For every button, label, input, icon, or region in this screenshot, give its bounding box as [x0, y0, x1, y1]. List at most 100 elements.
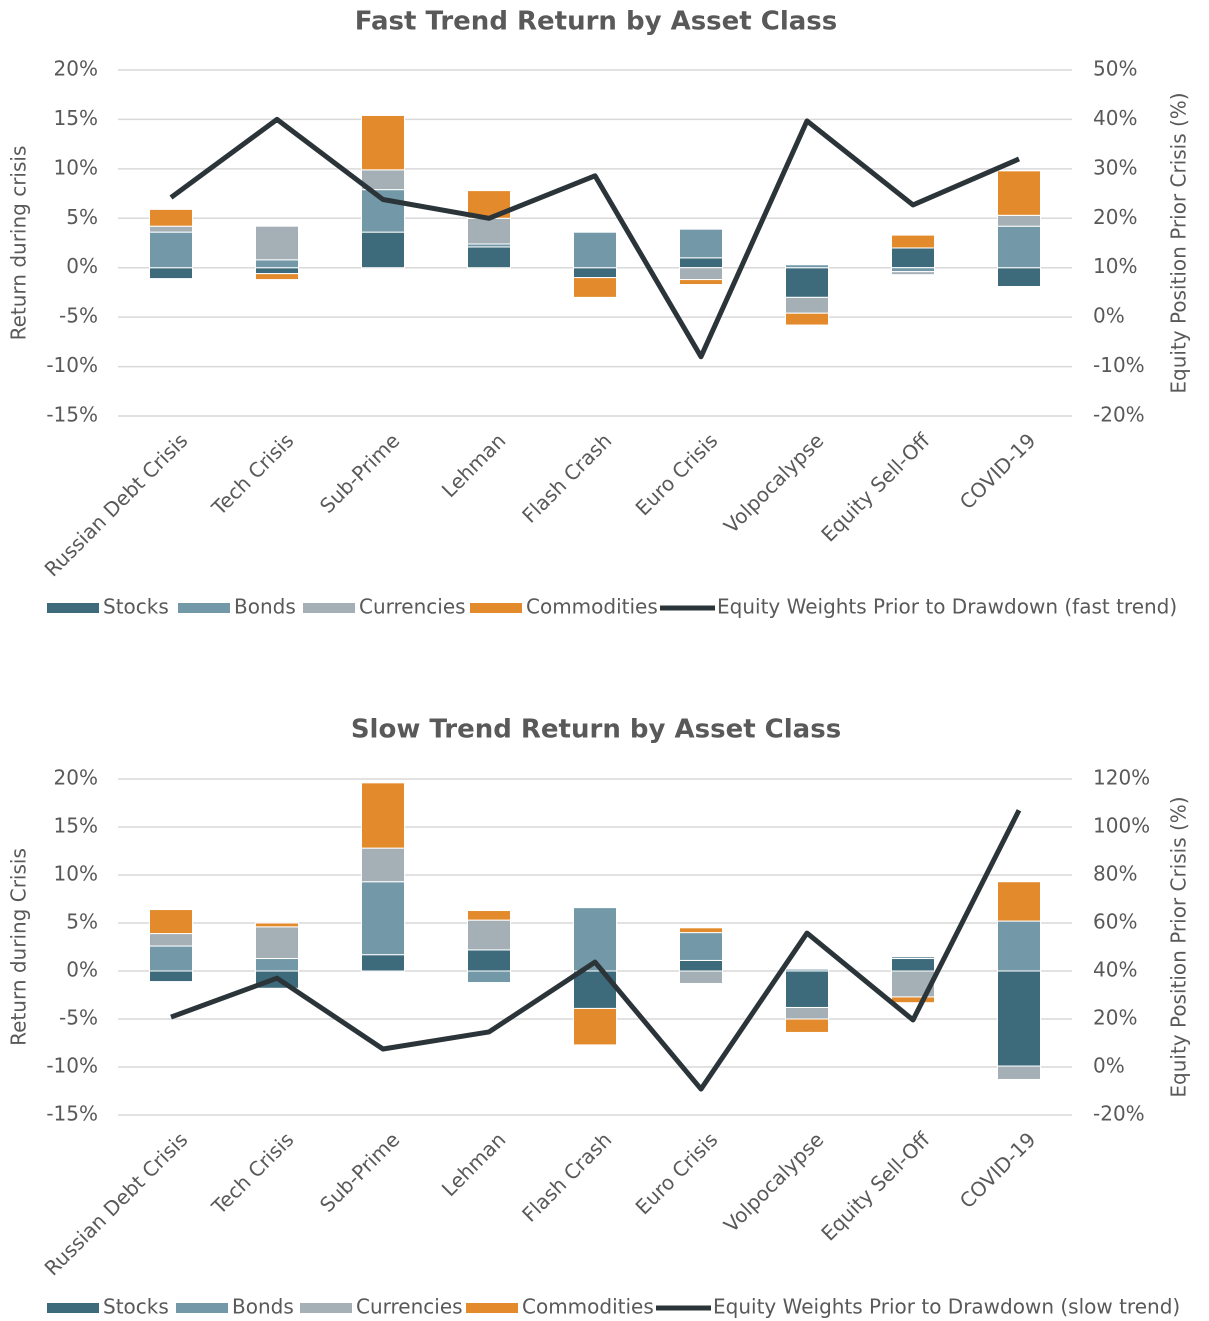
y-tick-label: 15% [54, 814, 98, 838]
bar-segment [997, 214, 1041, 227]
y2-tick-label: 10% [1093, 254, 1137, 278]
x-tick-label: Equity Sell-Off [816, 428, 935, 547]
legend-swatch [303, 603, 355, 613]
bar-segment [997, 881, 1041, 922]
x-tick-label: Flash Crash [517, 428, 616, 527]
bar-segment [361, 782, 405, 849]
bar-segment [891, 234, 935, 249]
bar-segment [255, 926, 299, 960]
bar-segment [891, 267, 935, 273]
x-tick-label: Sub-Prime [315, 1127, 404, 1216]
bar-segment [679, 267, 723, 281]
y-tick-label: 10% [54, 155, 98, 179]
bar-segment [679, 959, 723, 972]
bar-segment [467, 970, 511, 984]
legend-label: Bonds [234, 595, 296, 619]
x-tick-label: Sub-Prime [315, 428, 404, 517]
bar-segment [573, 277, 617, 298]
bar-segment [255, 267, 299, 275]
legend-swatch [300, 1303, 352, 1313]
bar-segment [361, 847, 405, 883]
x-tick-label: Euro Crisis [631, 428, 723, 520]
bar-segment [997, 1065, 1041, 1080]
bar-segment [149, 945, 193, 972]
x-tick-label: Volpocalypse [719, 1127, 829, 1237]
bar-segment [997, 970, 1041, 1067]
y2-tick-label: 20% [1093, 1006, 1137, 1030]
bar-segment [255, 958, 299, 972]
bar-segment [573, 1007, 617, 1046]
bar-segment [785, 264, 829, 269]
bar-segment [891, 956, 935, 960]
bar-segment [679, 927, 723, 934]
bar-segment [679, 932, 723, 961]
bar-segment [149, 909, 193, 935]
bar-segment [361, 114, 405, 171]
bar-segment [255, 225, 299, 261]
y2-tick-label: 100% [1093, 814, 1150, 838]
legend-label: Stocks [103, 1295, 169, 1319]
bar-segment [573, 230, 617, 233]
y2-tick-label: 0% [1093, 1054, 1125, 1078]
legend-label: Commodities [522, 1295, 654, 1319]
y2-tick-label: 120% [1093, 766, 1150, 790]
bar-segment [997, 225, 1041, 269]
x-tick-label: Russian Debt Crisis [40, 1127, 193, 1280]
y-tick-label: 5% [66, 205, 98, 229]
x-tick-label: Euro Crisis [631, 1127, 723, 1219]
bar-segment [467, 919, 511, 951]
bar-segment [785, 968, 829, 972]
legend-label: Currencies [359, 595, 466, 619]
y2-tick-label: 30% [1093, 155, 1137, 179]
y2-tick-label: 20% [1093, 205, 1137, 229]
chart-title: Slow Trend Return by Asset Class [351, 715, 841, 745]
legend-swatch [466, 1303, 518, 1313]
bar-segment [149, 231, 193, 269]
legend-label: Equity Weights Prior to Drawdown (fast t… [717, 595, 1177, 619]
bar-segment [679, 970, 723, 984]
y-axis-title: Return during Crisis [7, 848, 31, 1046]
bar-segment [679, 279, 723, 286]
bar-segment [255, 259, 299, 269]
bar-segment [467, 949, 511, 972]
bar-segment [997, 170, 1041, 216]
x-tick-label: Equity Sell-Off [816, 1127, 935, 1246]
bar-segment [149, 225, 193, 233]
x-tick-label: Tech Crisis [206, 1127, 298, 1219]
bar-segment [785, 296, 829, 314]
bar-segment [785, 312, 829, 326]
y-tick-label: -15% [46, 1102, 98, 1126]
y2-tick-label: 40% [1093, 958, 1137, 982]
x-tick-label: Flash Crash [517, 1127, 616, 1226]
y2-tick-label: 0% [1093, 304, 1125, 328]
x-tick-label: Lehman [437, 428, 511, 502]
bar-segment [149, 208, 193, 227]
bar-segment [361, 954, 405, 972]
bar-segment [361, 231, 405, 269]
bar-segment [997, 920, 1041, 972]
bar-segment [891, 970, 935, 998]
bar-segment [997, 267, 1041, 287]
bar-segment [467, 246, 511, 269]
y-tick-label: 15% [54, 106, 98, 130]
y2-tick-label: 80% [1093, 862, 1137, 886]
legend-label: Stocks [103, 595, 169, 619]
line-series [169, 116, 1020, 360]
legend-label: Commodities [526, 595, 658, 619]
y-tick-label: 5% [66, 910, 98, 934]
y-axis-title: Return during crisis [7, 146, 31, 341]
y-tick-label: -15% [46, 403, 98, 427]
y2-tick-label: -10% [1093, 353, 1145, 377]
y2-axis-title: Equity Position Prior Crisis (%) [1167, 796, 1191, 1097]
y2-axis-title: Equity Position Prior Crisis (%) [1167, 92, 1191, 393]
legend-swatch [176, 1303, 228, 1313]
y-tick-label: 0% [66, 958, 98, 982]
bar-segment [891, 996, 935, 1004]
x-tick-label: Tech Crisis [206, 428, 298, 520]
bar-segment [467, 910, 511, 921]
x-tick-label: COVID-19 [955, 1127, 1041, 1213]
legend-swatch [47, 1303, 99, 1313]
x-tick-label: Volpocalypse [719, 428, 829, 538]
bar-segment [785, 970, 829, 1008]
